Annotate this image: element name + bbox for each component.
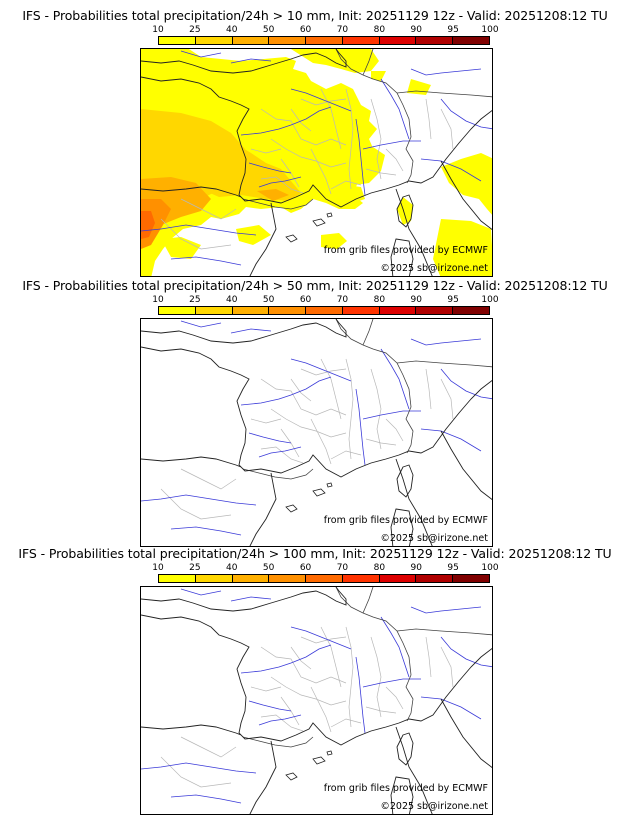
scale-tick-label: 25 [189, 295, 201, 305]
coastline [141, 319, 492, 546]
scale-color-swatch [306, 575, 343, 582]
panel-title: IFS - Probabilities total precipitation/… [22, 8, 608, 23]
scale-tick-label: 40 [226, 295, 238, 305]
scale-tick-label: 90 [410, 563, 422, 573]
scale-color-swatch [232, 37, 270, 44]
rivers [141, 588, 492, 804]
sardinia-island [390, 508, 414, 546]
scale-tick-label: 25 [189, 563, 201, 573]
scale-tick-label: 80 [373, 563, 386, 573]
small-islands [285, 482, 333, 513]
scale-color-swatch [453, 575, 490, 582]
source-credit: from grib files provided by ECMWF [323, 783, 488, 794]
region-borders [160, 626, 454, 788]
source-credit: from grib files provided by ECMWF [323, 245, 488, 256]
sardinia-island [390, 776, 414, 814]
scale-color-swatch [342, 37, 380, 44]
scale-color-swatch [269, 307, 307, 314]
scale-tick-label: 50 [262, 25, 275, 35]
scale-color-swatch [379, 307, 417, 314]
copyright-credit: ©2025 sb@irizone.net [380, 801, 488, 812]
probability-color-scale: 10 25 40 50 60 70 80 90 95 100 [152, 25, 499, 46]
scale-color-swatch [195, 575, 233, 582]
probability-color-scale: 10 25 40 50 60 70 80 90 95 100 [152, 563, 499, 584]
copyright-credit: ©2025 sb@irizone.net [380, 263, 488, 274]
scale-tick-label: 100 [481, 25, 499, 35]
scale-color-swatch [453, 307, 490, 314]
region-borders [160, 358, 454, 520]
scale-color-swatch [453, 37, 490, 44]
coastline [141, 49, 492, 276]
scale-tick-label: 95 [447, 563, 459, 573]
scale-tick-label: 80 [373, 25, 386, 35]
scale-color-swatch [379, 37, 417, 44]
scale-tick-label: 60 [299, 25, 312, 35]
scale-tick-label: 10 [152, 25, 164, 35]
country-borders [242, 49, 492, 210]
scale-color-swatch [379, 575, 417, 582]
scale-color-swatch [159, 307, 196, 314]
scale-color-swatch [342, 307, 380, 314]
scale-tick-label: 10 [152, 295, 164, 305]
small-islands [285, 212, 333, 243]
scale-color-swatch [195, 37, 233, 44]
scale-tick-label: 70 [336, 563, 349, 573]
scale-color-swatch [416, 575, 454, 582]
rivers [141, 320, 492, 536]
rivers [141, 50, 492, 266]
country-borders [242, 587, 492, 748]
scale-color-swatch [306, 37, 343, 44]
scale-tick-label: 10 [152, 563, 164, 573]
scale-tick-label: 95 [447, 25, 459, 35]
panel-title: IFS - Probabilities total precipitation/… [22, 278, 608, 293]
forecast-map: from grib files provided by ECMWF ©2025 s… [140, 586, 493, 815]
scale-color-swatch [195, 307, 233, 314]
scale-tick-label: 60 [299, 563, 312, 573]
corsica-island [396, 732, 414, 766]
scale-tick-label: 40 [226, 25, 238, 35]
small-islands [285, 750, 333, 781]
source-credit: from grib files provided by ECMWF [323, 515, 488, 526]
scale-tick-label: 90 [410, 25, 422, 35]
forecast-map: from grib files provided by ECMWF ©2025 s… [140, 48, 493, 277]
forecast-map: from grib files provided by ECMWF ©2025 s… [140, 318, 493, 547]
scale-color-swatch [416, 37, 454, 44]
scale-color-swatch [416, 307, 454, 314]
scale-tick-label: 25 [189, 25, 201, 35]
scale-color-swatch [342, 575, 380, 582]
corsica-island [396, 194, 414, 228]
scale-color-swatch [232, 307, 270, 314]
scale-color-swatch [159, 575, 196, 582]
panel-title: IFS - Probabilities total precipitation/… [18, 546, 612, 561]
copyright-credit: ©2025 sb@irizone.net [380, 533, 488, 544]
scale-tick-label: 50 [262, 295, 275, 305]
scale-tick-label: 80 [373, 295, 386, 305]
scale-color-swatch [306, 307, 343, 314]
sardinia-island [390, 238, 414, 276]
country-borders [242, 319, 492, 480]
scale-tick-label: 40 [226, 563, 238, 573]
scale-tick-label: 100 [481, 563, 499, 573]
scale-tick-label: 90 [410, 295, 422, 305]
scale-color-swatch [159, 37, 196, 44]
scale-tick-label: 95 [447, 295, 459, 305]
scale-tick-label: 70 [336, 25, 349, 35]
probability-color-scale: 10 25 40 50 60 70 80 90 95 100 [152, 295, 499, 316]
scale-tick-label: 100 [481, 295, 499, 305]
scale-color-swatch [232, 575, 270, 582]
scale-tick-label: 60 [299, 295, 312, 305]
scale-tick-label: 70 [336, 295, 349, 305]
corsica-island [396, 464, 414, 498]
scale-color-swatch [269, 575, 307, 582]
precip-field [141, 49, 492, 276]
scale-color-swatch [269, 37, 307, 44]
scale-tick-label: 50 [262, 563, 275, 573]
coastline [141, 587, 492, 814]
